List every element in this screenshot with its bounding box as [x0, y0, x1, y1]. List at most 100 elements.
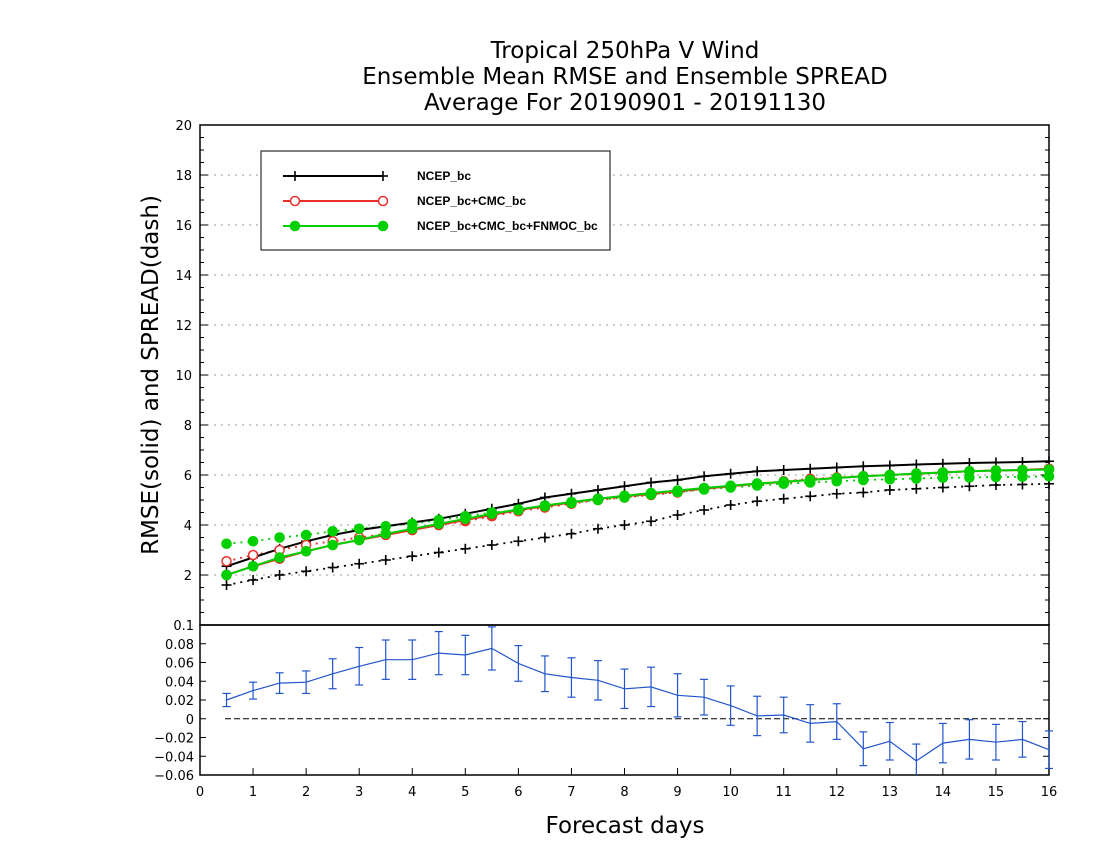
x-tick-label: 16 — [1041, 785, 1058, 800]
y-tick-label: 12 — [175, 319, 192, 334]
spread-point — [247, 535, 259, 547]
rmse-point — [911, 468, 922, 479]
legend-swatch-marker — [377, 220, 389, 232]
y-tick-label: 0.1 — [173, 619, 194, 634]
rmse-point — [831, 472, 843, 484]
rmse-point — [247, 560, 259, 572]
rmse-point — [380, 528, 392, 540]
rmse-point — [698, 482, 710, 494]
rmse-point — [619, 490, 630, 502]
spread-point — [274, 532, 285, 543]
rmse-point — [300, 545, 312, 557]
rmse-point — [406, 523, 418, 535]
rmse-point — [857, 470, 869, 482]
x-tick-label: 0 — [196, 785, 204, 800]
spread-point — [247, 549, 259, 561]
x-tick-label: 15 — [988, 785, 1005, 800]
rmse-line — [226, 460, 1050, 568]
spread-point — [353, 523, 365, 535]
rmse-point — [566, 496, 577, 508]
rmse-point — [725, 480, 736, 492]
rmse-point — [884, 469, 896, 481]
legend-swatch-marker — [377, 195, 389, 207]
axis-labels: RMSE(solid) and SPREAD(dash) Forecast day… — [138, 195, 704, 839]
rmse-point — [274, 552, 285, 563]
legend-label: NCEP_bc — [417, 169, 471, 183]
rmse-point — [1017, 464, 1028, 476]
x-tick-label: 5 — [461, 785, 469, 800]
rmse-point — [937, 467, 949, 478]
y-tick-label: −0.02 — [154, 732, 194, 747]
x-tick-label: 10 — [722, 785, 739, 800]
y-tick-label: 4 — [184, 519, 192, 534]
x-tick-label: 14 — [935, 785, 952, 800]
rmse-point — [513, 504, 524, 515]
spread-point — [221, 556, 232, 567]
rmse-point — [778, 476, 789, 488]
y-tick-label: 10 — [175, 369, 192, 384]
x-tick-label: 4 — [408, 785, 416, 800]
rmse-point — [433, 518, 445, 530]
main-axes: 2 4 6 8 10 12 14 16 18 20 — [175, 119, 1050, 626]
rmse-point — [964, 465, 975, 477]
rmse-point — [539, 500, 551, 511]
spread-line — [226, 482, 1050, 586]
x-tick-label: 3 — [355, 785, 363, 800]
y-tick-label: 0.08 — [165, 638, 194, 653]
x-tick-label: 1 — [249, 785, 257, 800]
rmse-point — [672, 485, 683, 496]
x-tick-label: 7 — [567, 785, 575, 800]
rmse-point — [486, 508, 498, 520]
x-tick-label: 6 — [514, 785, 522, 800]
chart-title-line: Tropical 250hPa V Wind — [490, 38, 760, 64]
y-tick-label: −0.06 — [154, 769, 194, 784]
rmse-point — [804, 474, 816, 486]
y-tick-label: 0.04 — [165, 675, 194, 690]
rmse-point — [353, 534, 365, 546]
legend-label: NCEP_bc+CMC_bc — [417, 194, 526, 208]
spread-line — [226, 467, 1050, 563]
y-tick-label: −0.04 — [154, 750, 194, 765]
legend-swatch-marker — [289, 195, 301, 207]
rmse-point — [751, 478, 763, 489]
main-series-layer — [221, 456, 1055, 590]
y-tick-label: 0.06 — [165, 657, 194, 672]
spread-point — [327, 525, 338, 537]
rmse-point — [221, 569, 232, 581]
legend: NCEP_bc NCEP_bc+CMC_bc NCEP_bc+CMC_bc+FNMO… — [260, 150, 611, 251]
rmse-point — [327, 539, 338, 551]
rmse-point — [645, 487, 657, 499]
chart-title-line: Average For 20190901 - 20191130 — [424, 90, 826, 116]
rmse-point — [460, 513, 471, 525]
y-tick-label: 8 — [184, 419, 192, 434]
spread-point — [300, 529, 312, 541]
chart-title-line: Ensemble Mean RMSE and Ensemble SPREAD — [362, 64, 887, 90]
difference-line — [226, 647, 1050, 762]
x-tick-label: 11 — [775, 785, 792, 800]
y-tick-label: 14 — [175, 269, 192, 284]
y-tick-label: 18 — [175, 169, 192, 184]
legend-label: NCEP_bc+CMC_bc+FNMOC_bc — [417, 219, 598, 233]
difference-series-layer — [222, 626, 1053, 775]
y-tick-label: 0.02 — [165, 694, 194, 709]
x-tick-label: 2 — [302, 785, 310, 800]
y-tick-label: 0 — [186, 713, 194, 728]
x-tick-label: 9 — [673, 785, 681, 800]
y-tick-label: 2 — [184, 569, 192, 584]
x-tick-label: 12 — [828, 785, 845, 800]
legend-swatch-marker — [289, 220, 301, 232]
rmse-point — [592, 493, 604, 505]
y-tick-label: 6 — [184, 469, 192, 484]
rmse-point — [990, 465, 1002, 476]
y-axis-label: RMSE(solid) and SPREAD(dash) — [138, 195, 164, 555]
y-tick-label: 20 — [175, 119, 192, 134]
x-axis-label: Forecast days — [546, 813, 705, 839]
x-tick-label: 8 — [620, 785, 628, 800]
y-tick-label: 16 — [175, 219, 192, 234]
spread-point — [221, 538, 232, 550]
rmse-point — [1043, 464, 1055, 475]
spread-line — [226, 475, 1050, 545]
x-tick-label: 13 — [882, 785, 899, 800]
